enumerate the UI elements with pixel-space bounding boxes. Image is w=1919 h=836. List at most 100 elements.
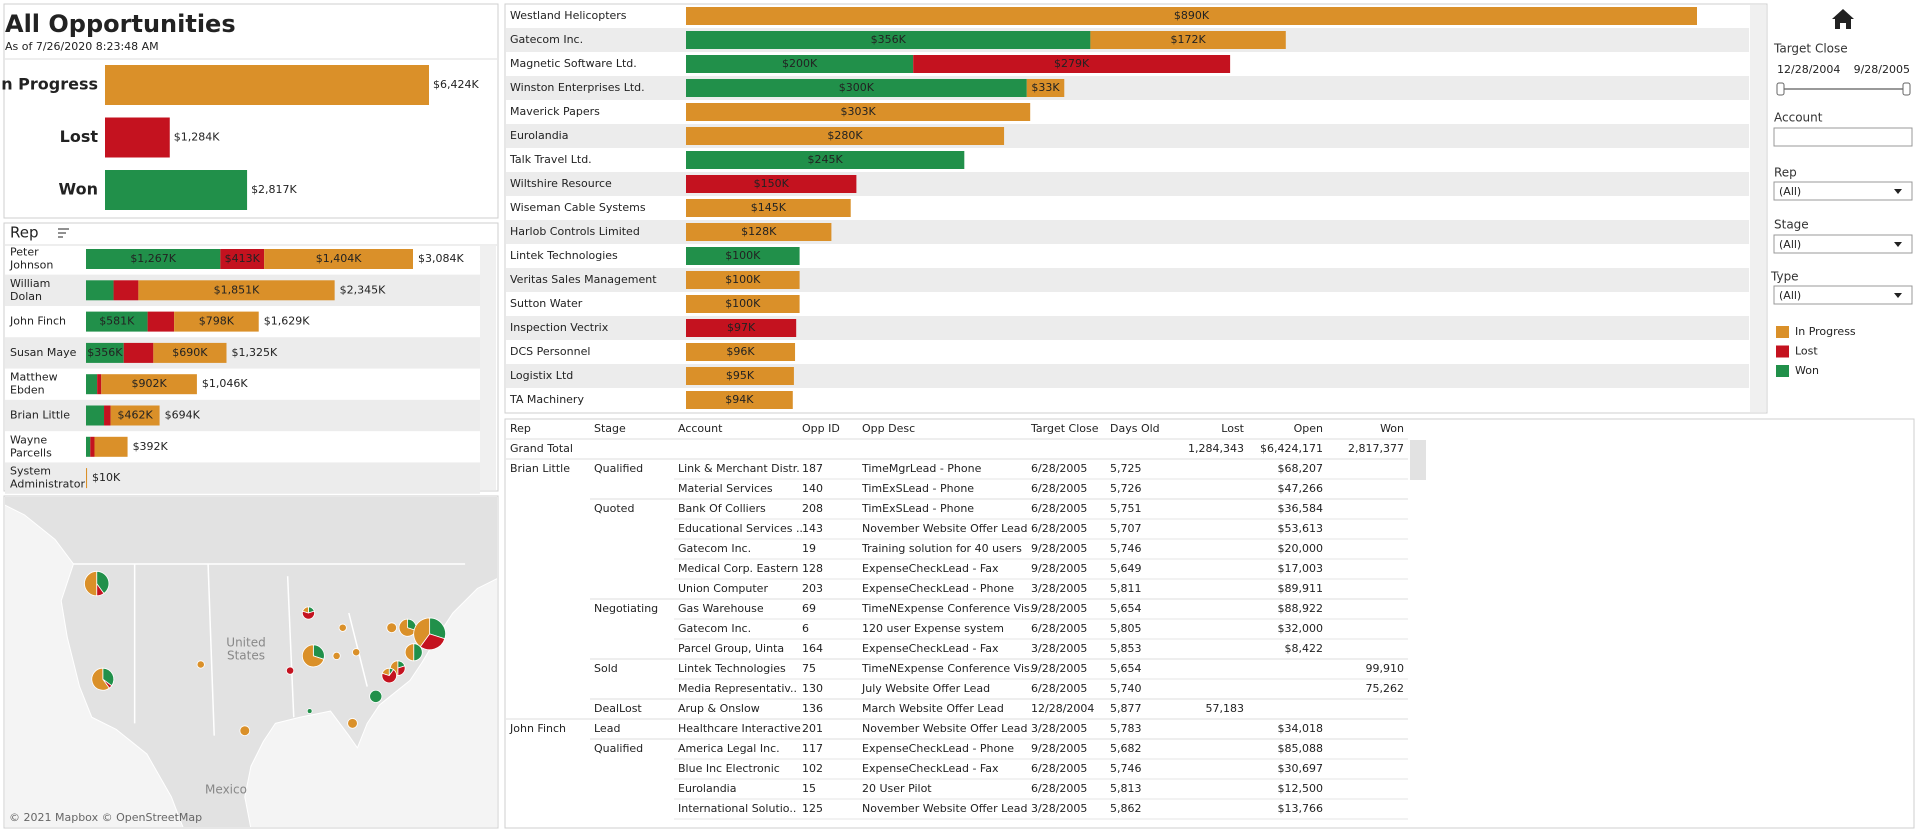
bar-segment	[264, 249, 413, 269]
dashboard-title: All Opportunities	[5, 10, 236, 38]
table-cell: $47,266	[1278, 482, 1324, 495]
category-label: Sutton Water	[510, 297, 583, 310]
table-cell: Gatecom Inc.	[678, 542, 751, 555]
stage-dropdown[interactable]	[1773, 234, 1913, 254]
category-label: Wiltshire Resource	[510, 177, 612, 190]
table-cell: 2,817,377	[1348, 442, 1404, 455]
bar-segment	[86, 249, 221, 269]
bar-segment	[101, 374, 197, 395]
filter-label: Type	[1770, 270, 1799, 284]
table-cell: 3/28/2005	[1031, 802, 1087, 815]
total-label: $3,084K	[418, 252, 464, 265]
bar-segment	[686, 175, 857, 193]
total-label: $392K	[133, 440, 169, 453]
table-cell: $53,613	[1278, 522, 1324, 535]
value-label: $300K	[839, 81, 875, 94]
value-label: $97K	[727, 321, 756, 334]
table-cell: 75,262	[1366, 682, 1405, 695]
bar-segment	[123, 342, 154, 363]
category-label: Maverick Papers	[510, 105, 600, 118]
table-cell: $6,424,171	[1260, 442, 1323, 455]
map-label: Mexico	[205, 783, 247, 797]
category-label: Winston Enterprises Ltd.	[510, 81, 645, 94]
bar-segment	[86, 342, 124, 363]
map-pie	[352, 648, 361, 657]
sort-icon[interactable]	[58, 228, 69, 238]
table-cell: TimeMgrLead - Phone	[861, 462, 982, 475]
table-cell: Training solution for 40 users	[861, 542, 1022, 555]
table-cell: 57,183	[1206, 702, 1245, 715]
slider-handle[interactable]	[1776, 82, 1785, 96]
type-dropdown[interactable]	[1773, 285, 1913, 305]
category-label: Westland Helicopters	[510, 9, 627, 22]
map-pie	[84, 570, 98, 597]
account-textbox[interactable]	[1773, 127, 1913, 147]
table-cell: $12,500	[1278, 782, 1324, 795]
category-label: Lintek Technologies	[510, 249, 618, 262]
table-cell: 136	[802, 702, 823, 715]
rep-dropdown[interactable]	[1773, 181, 1913, 201]
value-label: $145K	[751, 201, 787, 214]
total-label: $1,629K	[264, 315, 310, 328]
table-cell: 6	[802, 622, 809, 635]
filter-start-date: 12/28/2004	[1777, 63, 1840, 76]
dropdown-arrow	[1894, 293, 1902, 298]
dropdown-value: (All)	[1779, 289, 1801, 302]
bar-segment	[110, 405, 160, 426]
value-label: $1,284K	[174, 131, 220, 144]
value-label: $150K	[754, 177, 790, 190]
value-label: $128K	[741, 225, 777, 238]
map-pie	[239, 725, 251, 736]
value-label: $6,424K	[433, 78, 479, 91]
category-label: Magnetic Software Ltd.	[510, 57, 637, 70]
bar-segment	[86, 311, 148, 332]
value-label: $303K	[840, 105, 876, 118]
table-cell: Grand Total	[510, 442, 573, 455]
table-cell: ExpenseCheckLead - Phone	[862, 582, 1014, 595]
slider-handle[interactable]	[1902, 82, 1911, 96]
value-label: $94K	[725, 393, 754, 406]
bar-segment	[686, 127, 1005, 145]
column-header: Days Old	[1110, 422, 1160, 435]
table-cell: 3/28/2005	[1031, 582, 1087, 595]
table-cell: Arup & Onslow	[678, 702, 760, 715]
table-cell: ExpenseCheckLead - Fax	[862, 762, 999, 775]
table-cell: Educational Services ..	[678, 522, 803, 535]
table-cell: 130	[802, 682, 823, 695]
table-cell: 5,862	[1110, 802, 1142, 815]
bar-segment	[1090, 31, 1286, 49]
bar-segment	[86, 280, 114, 301]
bar-segment	[1026, 79, 1065, 97]
bar-segment	[686, 199, 851, 217]
value-label: $890K	[1174, 9, 1210, 22]
table-cell: 6/28/2005	[1031, 782, 1087, 795]
table-cell: 9/28/2005	[1031, 562, 1087, 575]
table-cell: 128	[802, 562, 823, 575]
table-cell: November Website Offer Lead	[862, 522, 1028, 535]
table-cell: 120 user Expense system	[862, 622, 1004, 635]
bar-segment	[220, 249, 265, 269]
filter-end-date: 9/28/2005	[1854, 63, 1910, 76]
table-cell: November Website Offer Lead	[862, 802, 1028, 815]
category-label: Peter Johnson	[9, 246, 53, 272]
filter-label: Rep	[1774, 166, 1797, 180]
table-cell: November Website Offer Lead	[862, 722, 1028, 735]
value-label: $1,404K	[316, 252, 362, 265]
value-label: $200K	[782, 57, 818, 70]
table-cell: $13,766	[1278, 802, 1324, 815]
category-label: In Progress	[0, 75, 98, 94]
table-cell: Bank Of Colliers	[678, 502, 766, 515]
table-cell: $30,697	[1278, 762, 1324, 775]
bar	[105, 170, 248, 210]
home-icon[interactable]	[1832, 9, 1854, 29]
bar-segment	[174, 311, 259, 332]
category-label: TA Machinery	[509, 393, 584, 406]
column-header: Won	[1380, 422, 1404, 435]
category-label: DCS Personnel	[510, 345, 590, 358]
table-cell: Material Services	[678, 482, 773, 495]
value-label: $462K	[117, 409, 153, 422]
value-label: $1,267K	[130, 252, 176, 265]
total-label: $694K	[165, 409, 201, 422]
table-cell: Gas Warehouse	[678, 602, 764, 615]
bar-segment	[94, 436, 128, 457]
